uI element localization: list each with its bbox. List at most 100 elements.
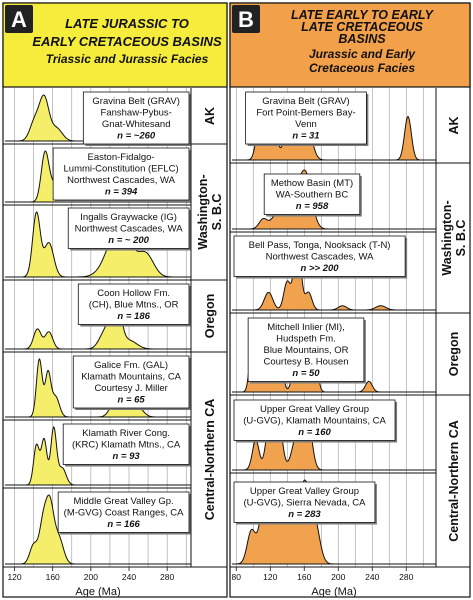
label-box (233, 399, 396, 441)
sample-label: Coon Hollow Fm.(CH), Blue Mtns., ORn = 1… (77, 283, 191, 327)
x-axis-label: Age (Ma) (75, 586, 120, 598)
region-label: S. B.C (454, 220, 468, 257)
sample-label-text: Venn (295, 119, 317, 130)
x-tick-label: 160 (46, 572, 60, 582)
sample-label-text: WA-Southern BC (276, 190, 349, 201)
sample-label-text: Bell Pass, Tonga, Nooksack (T-N) (249, 240, 391, 251)
sample-n: n = 283 (288, 509, 321, 520)
sample-n: n = 50 (292, 368, 320, 379)
sample-n: n = 958 (296, 201, 329, 212)
sample-label: Mitchell Inlier (MI),Hudspeth Fm.Blue Mo… (247, 317, 366, 384)
sample-label-text: Upper Great Valley Group (250, 486, 359, 497)
panel-title-line: LATE EARLY TO EARLY (291, 8, 435, 22)
sample-n: n = 31 (292, 131, 319, 142)
region-label: Washington- (440, 200, 454, 275)
sample-label: Ingalls Graywacke (IG)Northwest Cascades… (67, 207, 191, 251)
sample-label-text: Fort Point-Bemers Bay- (256, 108, 355, 119)
sample-n: n = 186 (117, 311, 150, 322)
density-curve (5, 211, 191, 278)
panel-title-line: BASINS (338, 32, 386, 46)
panel-letter-badge (5, 5, 33, 33)
sample-n: n = ~260 (117, 131, 156, 142)
sample-n: n = 160 (298, 427, 331, 438)
x-axis-label: Age (Ma) (311, 586, 356, 598)
panel-subtitle: Jurassic and Early (309, 47, 416, 61)
sample-label: Bell Pass, Tonga, Nooksack (T-N)Northwes… (233, 235, 408, 279)
sample-label: Galice Fm. (GAL)Klamath Mountains, CACou… (72, 355, 191, 410)
x-tick-label: 240 (122, 572, 136, 582)
density-curve (5, 426, 191, 486)
panel-letter: A (11, 7, 27, 32)
sample-n: n = ~ 200 (108, 235, 149, 246)
sample-label: Upper Great Valley Group(U-GVG), Klamath… (233, 399, 398, 443)
x-tick-label: 120 (7, 572, 21, 582)
x-tick-label: 240 (365, 572, 379, 582)
sample-label-text: Gravina Belt (GRAV) (262, 96, 349, 107)
label-box (57, 491, 190, 533)
panel-a: A LATE JURASSIC TO EARLY CRETACEOUS BASINS… (2, 2, 228, 598)
region-label: Central-Northern CA (447, 420, 461, 542)
region-label: Oregon (203, 294, 217, 338)
region-label: Washington- (196, 174, 210, 249)
density-curve (5, 358, 191, 418)
sample-label-text: Gravina Belt (GRAV) (92, 96, 179, 107)
x-tick-label: 280 (160, 572, 174, 582)
label-box (52, 147, 190, 201)
panel-subtitle: Triassic and Jurassic Facies (46, 52, 209, 66)
label-box (233, 481, 376, 523)
density-curve (5, 494, 191, 565)
sample-label-text: Courtesy B. Housen (263, 357, 348, 368)
panel-letter: B (238, 7, 254, 32)
sample-label: Gravina Belt (GRAV)Fanshaw-Pybus-Gnat-Wh… (82, 91, 191, 146)
panel-letter-badge (232, 5, 260, 33)
region-label: Central-Northern CA (203, 399, 217, 521)
sample-label-text: (U-GVG), Klamath Mountains, CA (243, 416, 386, 427)
region-label: Oregon (447, 332, 461, 376)
sample-label-text: Gnat-Whitesand (102, 119, 171, 130)
sample-label-text: Middle Great Valley Gp. (74, 496, 174, 507)
sample-n: n = 394 (105, 187, 138, 198)
x-tick-label: 280 (399, 572, 413, 582)
sample-n: n >> 200 (301, 263, 340, 274)
panel-header (2, 2, 228, 88)
panel-subtitle: Cretaceous Facies (309, 61, 415, 75)
label-box (77, 283, 190, 325)
label-box (67, 207, 190, 249)
x-tick-label: 160 (297, 572, 311, 582)
label-box (233, 235, 406, 277)
sample-label-text: Northwest Cascades, WA (75, 224, 184, 235)
sample-label-text: Galice Fm. (GAL) (94, 360, 168, 371)
sample-n: n = 65 (118, 395, 146, 406)
label-box (247, 317, 365, 382)
x-tick-label: 80 (232, 572, 242, 582)
sample-label-text: Blue Mountains, OR (263, 345, 348, 356)
sample-label: Gravina Belt (GRAV)Fort Point-Bemers Bay… (245, 91, 369, 146)
region-label: S. B.C (210, 194, 224, 231)
x-tick-label: 200 (331, 572, 345, 582)
sample-label: Middle Great Valley Gp.(M-GVG) Coast Ran… (57, 491, 191, 535)
panel-header (229, 2, 471, 88)
label-box (62, 423, 190, 465)
sample-label-text: Ingalls Graywacke (IG) (80, 212, 177, 223)
sample-label-text: (CH), Blue Mtns., OR (89, 300, 179, 311)
region-label: AK (203, 107, 217, 125)
sample-label-text: Klamath Mountains, CA (81, 372, 181, 383)
sample-label-text: Hudspeth Fm. (276, 334, 336, 345)
sample-n: n = 166 (107, 519, 140, 530)
sample-label-text: Methow Basin (MT) (271, 178, 353, 189)
sample-label-text: Klamath River Cong. (82, 428, 170, 439)
x-tick-label: 120 (263, 572, 277, 582)
sample-n: n = 93 (112, 451, 140, 462)
sample-label-text: Courtesy J. Miller (94, 383, 167, 394)
sample-label-text: Coon Hollow Fm. (97, 288, 170, 299)
sample-label-text: Easton-Fidalgo- (88, 152, 155, 163)
density-curve (5, 286, 191, 350)
sample-label: Easton-Fidalgo-Lummi-Constitution (EFLC)… (52, 147, 191, 202)
sample-label-text: Lummi-Constitution (EFLC) (64, 164, 179, 175)
label-box (263, 173, 361, 215)
sample-label: Upper Great Valley Group(U-GVG), Sierra … (233, 481, 377, 525)
density-curve (232, 238, 436, 311)
panel-title-line: LATE JURASSIC TO (65, 16, 189, 31)
sample-label-text: (M-GVG) Coast Ranges, CA (64, 508, 184, 519)
